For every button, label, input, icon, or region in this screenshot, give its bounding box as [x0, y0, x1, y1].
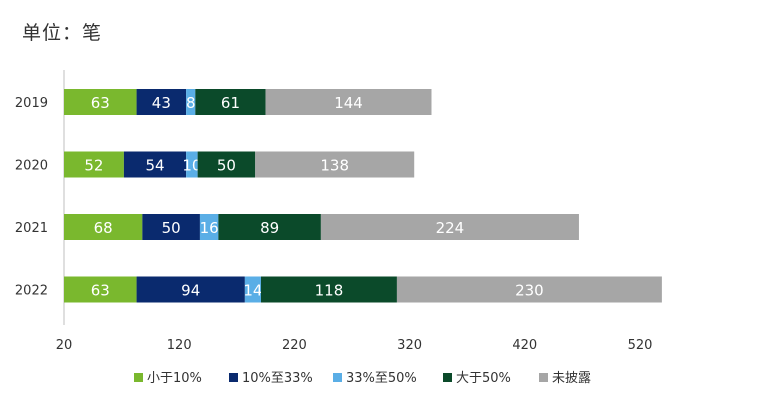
y-tick-label: 2020: [15, 159, 48, 174]
data-label: 138: [320, 157, 349, 175]
data-label: 224: [436, 219, 465, 237]
data-label: 14: [243, 282, 262, 300]
unit-label: 单位：笔: [22, 22, 103, 44]
data-label: 63: [91, 94, 110, 112]
legend-swatch: [443, 373, 452, 382]
legend-swatch: [134, 373, 143, 382]
bar-segment: [64, 89, 137, 115]
bar-segment: [244, 276, 261, 303]
x-tick-label: 20: [56, 338, 73, 353]
data-label: 43: [152, 94, 171, 112]
legend-label: 33%至50%: [346, 371, 417, 386]
data-label: 50: [162, 219, 181, 237]
data-label: 16: [200, 219, 219, 237]
bar-segment: [142, 214, 200, 240]
bar-segment: [186, 89, 196, 115]
data-label: 50: [217, 157, 236, 175]
data-label: 52: [84, 157, 103, 175]
data-label: 61: [221, 94, 240, 112]
data-label: 89: [260, 219, 279, 237]
bar-segment: [255, 151, 415, 178]
bar-segment: [186, 151, 198, 178]
data-label: 54: [145, 157, 164, 175]
legend-swatch: [229, 373, 238, 382]
y-tick-label: 2019: [15, 96, 48, 111]
legend-label: 小于10%: [147, 371, 202, 386]
bar-segment: [218, 214, 321, 240]
bar-segment: [197, 151, 256, 178]
legend-swatch: [333, 373, 342, 382]
bar-segment: [64, 276, 137, 303]
x-tick-label: 120: [167, 338, 192, 353]
bar-segment: [123, 151, 187, 178]
bar-segment: [396, 276, 662, 303]
bar-segment: [320, 214, 579, 240]
data-label: 8: [186, 94, 196, 112]
x-tick-label: 220: [282, 338, 307, 353]
y-tick-label: 2022: [15, 284, 48, 299]
bar-segment: [136, 276, 245, 303]
data-label: 94: [181, 282, 200, 300]
legend-label: 大于50%: [456, 371, 511, 386]
data-label: 63: [91, 282, 110, 300]
bar-segment: [265, 89, 432, 115]
bar-segment: [195, 89, 266, 115]
y-tick-label: 2021: [15, 221, 48, 236]
legend-swatch: [539, 373, 548, 382]
data-label: 10: [182, 157, 201, 175]
bar-segment: [64, 151, 124, 178]
bar-segment: [260, 276, 397, 303]
data-label: 144: [334, 94, 363, 112]
bar-segment: [136, 89, 187, 115]
x-tick-label: 320: [397, 338, 422, 353]
legend-label: 未披露: [552, 371, 591, 386]
bar-segment: [64, 214, 143, 240]
data-label: 118: [315, 282, 344, 300]
data-label: 230: [515, 282, 544, 300]
x-tick-label: 520: [628, 338, 653, 353]
legend-label: 10%至33%: [242, 371, 313, 386]
data-label: 68: [94, 219, 113, 237]
bar-segment: [199, 214, 219, 240]
x-tick-label: 420: [512, 338, 537, 353]
